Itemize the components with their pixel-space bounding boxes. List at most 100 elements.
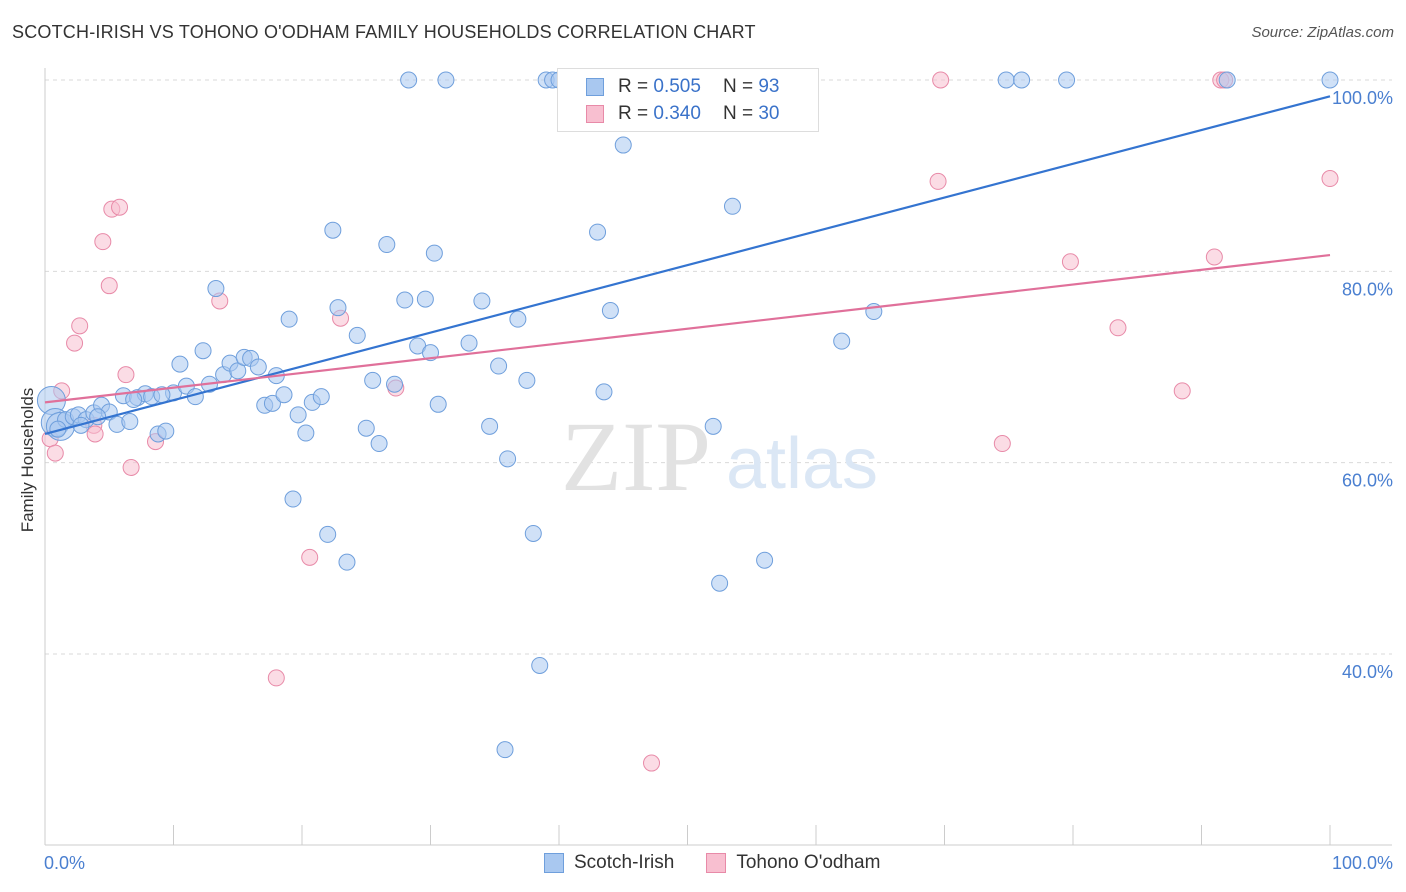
- data-point-scotch-irish: [289, 406, 307, 424]
- gridlines: [45, 79, 1392, 655]
- watermark-atlas: atlas: [726, 424, 878, 504]
- series-legend: Scotch-Irish Tohono O'odham: [544, 852, 912, 874]
- data-point-tohono: [929, 172, 947, 190]
- data-point-scotch-irish: [1013, 71, 1031, 89]
- data-point-scotch-irish: [833, 332, 851, 350]
- data-point-scotch-irish: [338, 553, 356, 571]
- data-point-scotch-irish: [589, 223, 607, 241]
- legend-n-value: 93: [758, 76, 780, 97]
- data-point-scotch-irish: [284, 490, 302, 508]
- data-point-tohono: [301, 548, 319, 566]
- axes: [44, 68, 1392, 846]
- data-point-scotch-irish: [275, 386, 293, 404]
- trend-lines: [44, 95, 1331, 436]
- data-point-scotch-irish: [1058, 71, 1076, 89]
- data-point-scotch-irish: [490, 357, 508, 375]
- data-point-scotch-irish: [595, 383, 613, 401]
- data-point-scotch-irish: [386, 375, 404, 393]
- data-point-scotch-irish: [460, 334, 478, 352]
- legend-swatch-blue: [544, 853, 564, 873]
- data-point-tohono: [122, 458, 140, 476]
- data-point-scotch-irish: [324, 221, 342, 239]
- data-point-tohono: [267, 669, 285, 687]
- y-tick-label: 60.0%: [1342, 471, 1393, 491]
- data-point-tohono: [932, 71, 950, 89]
- data-point-tohono: [66, 334, 84, 352]
- legend-n-label: N =: [722, 103, 754, 124]
- chart-title: SCOTCH-IRISH VS TOHONO O'ODHAM FAMILY HO…: [12, 22, 756, 42]
- data-point-scotch-irish: [400, 71, 418, 89]
- data-point-scotch-irish: [704, 417, 722, 435]
- data-point-scotch-irish: [425, 244, 443, 262]
- data-point-tohono: [117, 366, 135, 384]
- trendline-scotch-irish: [44, 95, 1331, 436]
- data-point-scotch-irish: [711, 574, 729, 592]
- legend-label-scotch-irish: Scotch-Irish: [574, 852, 675, 873]
- data-point-scotch-irish: [121, 413, 139, 431]
- data-point-scotch-irish: [357, 419, 375, 437]
- data-point-scotch-irish: [157, 422, 175, 440]
- data-point-scotch-irish: [499, 450, 517, 468]
- legend-swatch-pink: [586, 105, 604, 123]
- data-point-scotch-irish: [723, 197, 741, 215]
- correlation-legend: R = 0.505 N = 93 R = 0.340 N = 30: [557, 68, 819, 132]
- legend-r-label: R =: [618, 76, 649, 97]
- data-point-scotch-irish: [249, 358, 267, 376]
- data-point-scotch-irish: [473, 292, 491, 310]
- legend-swatch-pink: [706, 853, 727, 873]
- legend-n-value: 30: [758, 103, 780, 124]
- data-point-tohono: [1173, 382, 1191, 400]
- data-point-scotch-irish: [312, 388, 330, 406]
- data-point-scotch-irish: [280, 310, 298, 328]
- data-point-scotch-irish: [531, 656, 549, 674]
- data-point-scotch-irish: [319, 525, 337, 543]
- data-point-tohono: [111, 198, 129, 216]
- data-point-scotch-irish: [518, 371, 536, 389]
- legend-item-tohono[interactable]: Tohono O'odham: [706, 852, 880, 874]
- legend-n-label: N =: [722, 76, 754, 97]
- legend-label-tohono: Tohono O'odham: [736, 852, 881, 873]
- x-tick-label: 0.0%: [44, 853, 85, 873]
- data-point-tohono: [46, 444, 64, 462]
- data-point-tohono: [100, 277, 118, 295]
- data-point-scotch-irish: [997, 71, 1015, 89]
- y-tick-label: 80.0%: [1342, 279, 1393, 299]
- tick-labels: 40.0% 60.0% 80.0% 100.0% 0.0% 100.0%: [44, 88, 1393, 873]
- data-point-tohono: [71, 317, 89, 335]
- legend-r-value: 0.340: [653, 103, 701, 124]
- x-tick-label: 100.0%: [1332, 853, 1393, 873]
- data-point-scotch-irish: [1321, 71, 1339, 89]
- data-point-tohono: [1061, 253, 1079, 271]
- trendline-tohono: [44, 253, 1331, 404]
- data-point-tohono: [86, 425, 104, 443]
- data-point-tohono: [1205, 248, 1223, 266]
- legend-row-tohono: R = 0.340 N = 30: [558, 100, 779, 128]
- data-point-scotch-irish: [496, 741, 514, 759]
- data-point-scotch-irish: [370, 435, 388, 453]
- watermark-zip: ZIP: [561, 401, 711, 512]
- data-point-scotch-irish: [348, 326, 366, 344]
- legend-item-scotch-irish[interactable]: Scotch-Irish: [544, 852, 674, 874]
- data-point-scotch-irish: [207, 280, 225, 298]
- watermark: ZIP atlas: [561, 401, 878, 512]
- data-point-scotch-irish: [509, 310, 527, 328]
- y-tick-label: 40.0%: [1342, 662, 1393, 682]
- data-point-tohono: [94, 233, 112, 251]
- data-point-tohono: [993, 435, 1011, 453]
- data-point-scotch-irish: [297, 424, 315, 442]
- data-point-scotch-irish: [614, 136, 632, 154]
- data-point-scotch-irish: [524, 524, 542, 542]
- legend-row-scotch-irish: R = 0.505 N = 93: [558, 73, 779, 101]
- data-point-tohono: [1109, 319, 1127, 337]
- legend-swatch-blue: [586, 78, 604, 96]
- data-point-scotch-irish: [756, 551, 774, 569]
- data-point-scotch-irish: [601, 302, 619, 320]
- data-point-scotch-irish: [263, 394, 281, 412]
- data-point-scotch-irish: [364, 371, 382, 389]
- legend-r-value: 0.505: [653, 76, 701, 97]
- series-scotch-irish-points: [36, 71, 1339, 759]
- data-point-tohono: [643, 754, 661, 772]
- data-point-scotch-irish: [378, 236, 396, 254]
- data-point-scotch-irish: [437, 71, 455, 89]
